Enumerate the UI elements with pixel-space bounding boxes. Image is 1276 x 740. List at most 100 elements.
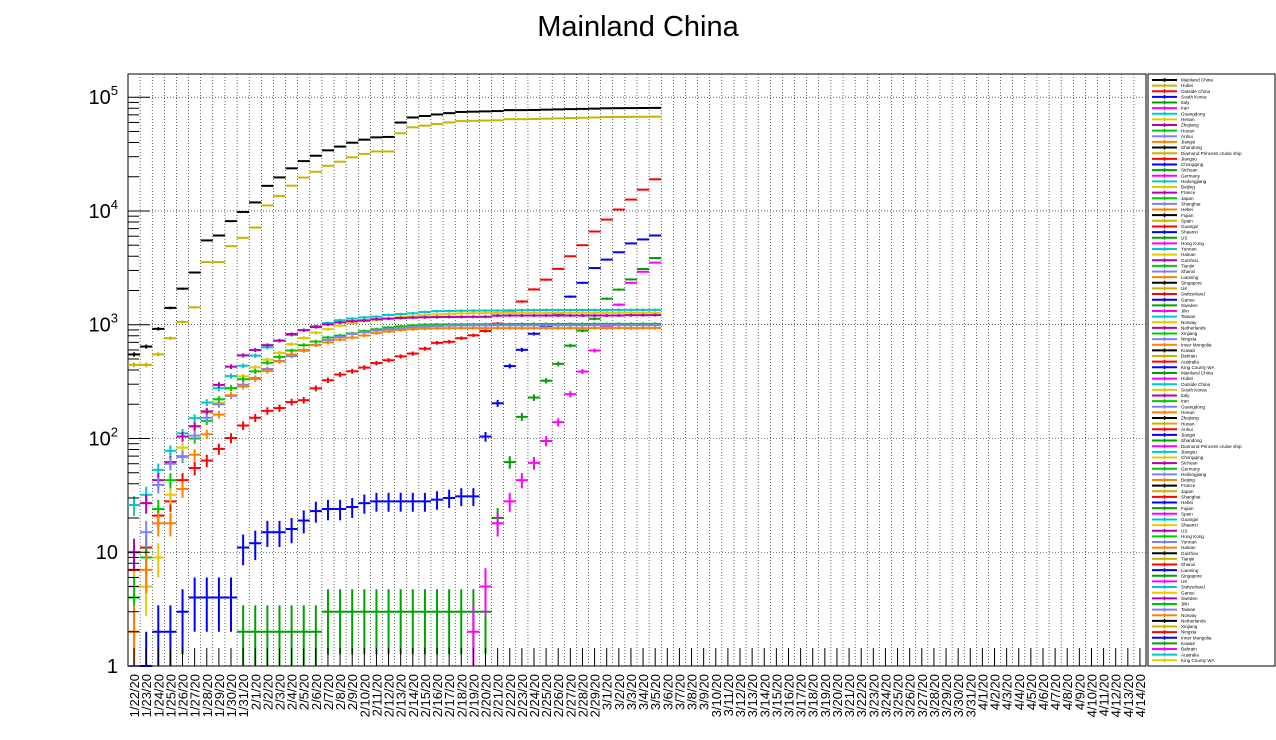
legend-entry-label: Fujian [1181, 506, 1194, 511]
x-tick-label: 3/25/20 [891, 674, 906, 717]
x-tick-label: 2/15/20 [418, 674, 433, 717]
x-tick-label: 2/16/20 [430, 674, 445, 717]
x-tick-label: 1/28/20 [200, 674, 215, 717]
legend-entry-label: Hubei [1181, 376, 1193, 381]
legend-entry-label: Guangdong [1181, 111, 1205, 116]
x-tick-label: 4/4/20 [1012, 674, 1027, 710]
legend-entry-label: Mainland China [1181, 371, 1213, 376]
legend-entry-label: Hainan [1181, 545, 1196, 550]
x-tick-label: 2/20/20 [479, 674, 494, 717]
legend-entry-label: France [1181, 483, 1196, 488]
x-tick-label: 1/27/20 [188, 674, 203, 717]
legend-entry-label: Jiangxi [1181, 433, 1195, 438]
x-tick-label: 3/7/20 [672, 674, 687, 710]
legend-entry-label: Germany [1181, 466, 1201, 471]
x-tick-label: 1/24/20 [151, 674, 166, 717]
x-tick-label: 4/2/20 [988, 674, 1003, 710]
legend-entry-label: UK [1181, 286, 1188, 291]
legend-entry-label: Jilin [1181, 602, 1189, 607]
x-tick-label: 3/18/20 [806, 674, 821, 717]
x-tick-label: 3/6/20 [660, 674, 675, 710]
series-0 [128, 106, 662, 357]
x-tick-label: 3/10/20 [709, 674, 724, 717]
x-tick-label: 3/5/20 [648, 674, 663, 710]
x-tick-label: 3/11/20 [721, 674, 736, 716]
legend-entry-label: Anhui [1181, 134, 1193, 139]
chart-title: Mainland China [537, 11, 739, 43]
x-tick-label: 2/11/20 [369, 674, 384, 716]
legend-entry-label: Tianjin [1181, 556, 1195, 561]
legend-entry-label: Hebei [1181, 207, 1193, 212]
x-tick-label: 2/14/20 [406, 674, 421, 717]
legend-entry-label: Shandong [1181, 145, 1202, 150]
legend-entry-label: Gansu [1181, 297, 1195, 302]
legend-entry-label: Shaanxi [1181, 523, 1198, 528]
legend-entry-label: Zhejiang [1181, 416, 1199, 421]
x-tick-label: 3/26/20 [903, 674, 918, 717]
plot-frame [127, 73, 1147, 667]
legend-entry-label: Xinjiang [1181, 331, 1198, 336]
legend-entry-label: Australia [1181, 359, 1199, 364]
legend-entry-label: Singapore [1181, 280, 1202, 285]
legend-entry-label: Shanxi [1181, 269, 1195, 274]
legend-entry-label: Zhejiang [1181, 123, 1199, 128]
legend-entry-label: Iran [1181, 106, 1189, 111]
x-tick-label: 4/8/20 [1060, 674, 1075, 710]
x-tick-label: 3/17/20 [794, 674, 809, 717]
x-tick-label: 2/28/20 [575, 674, 590, 717]
legend-entry-label: Gansu [1181, 590, 1195, 595]
plot-area [127, 73, 1147, 667]
x-tick-label: 4/5/20 [1024, 674, 1039, 710]
x-tick-label: 4/14/20 [1133, 674, 1148, 717]
x-tick-label: 2/23/20 [515, 674, 530, 717]
x-tick-label: 1/29/20 [212, 674, 227, 717]
x-tick-label: 2/8/20 [333, 674, 348, 710]
legend-entry-label: Norway [1181, 613, 1197, 618]
x-tick-label: 4/9/20 [1072, 674, 1087, 710]
legend-entry-label: Chongqing [1181, 455, 1204, 460]
legend-entry-label: Guangxi [1181, 517, 1198, 522]
legend-entry-label: Shanxi [1181, 562, 1195, 567]
legend-box [1147, 73, 1276, 667]
series-11 [128, 326, 662, 666]
x-tick-label: 4/13/20 [1121, 674, 1136, 717]
x-tick-label: 2/29/20 [588, 674, 603, 717]
legend-entry-label: Sweden [1181, 596, 1198, 601]
legend-entry-label: Beijing [1181, 478, 1195, 483]
legend-entry-label: Guangdong [1181, 404, 1205, 409]
legend-entry-label: Kuwait [1181, 641, 1196, 646]
legend-entry-label: Henan [1181, 117, 1195, 122]
x-tick-label: 3/31/20 [963, 674, 978, 717]
legend-entry-label: Switzerland [1181, 292, 1205, 297]
legend-entry-label: Hainan [1181, 252, 1196, 257]
x-tick-label: 2/17/20 [442, 674, 457, 717]
legend-entry-label: Hunan [1181, 421, 1195, 426]
x-tick-label: 3/21/20 [842, 674, 857, 717]
legend-entry-label: Ningxia [1181, 337, 1197, 342]
x-tick-label: 3/28/20 [927, 674, 942, 717]
legend-entry-label: Guizhou [1181, 258, 1199, 263]
legend-entry-label: Japan [1181, 196, 1194, 201]
legend-entry-label: Japan [1181, 489, 1194, 494]
legend-entry-label: King County WA [1181, 365, 1215, 370]
legend-entry-label: Heilongjiang [1181, 179, 1207, 184]
x-tick-label: 3/22/20 [854, 674, 869, 717]
x-tick-label: 3/1/20 [600, 674, 615, 710]
x-tick-label: 3/23/20 [866, 674, 881, 717]
x-tick-label: 1/23/20 [139, 674, 154, 717]
legend-entry-label: Liaoning [1181, 275, 1199, 280]
x-tick-label: 3/12/20 [733, 674, 748, 717]
y-tick-label: 105 [89, 83, 118, 109]
x-tick-label: 3/24/20 [878, 674, 893, 717]
x-tick-label: 1/22/20 [127, 674, 142, 717]
legend-entry-label: Jiangsu [1181, 156, 1197, 161]
legend-entry-label: Outside China [1181, 382, 1211, 387]
legend-entry-label: Bahrain [1181, 354, 1197, 359]
legend-entry-label: UK [1181, 579, 1188, 584]
x-tick-label: 4/7/20 [1048, 674, 1063, 710]
legend-entry-label: Singapore [1181, 573, 1202, 578]
legend-entry-label: Hebei [1181, 500, 1193, 505]
x-tick-label: 3/29/20 [939, 674, 954, 717]
